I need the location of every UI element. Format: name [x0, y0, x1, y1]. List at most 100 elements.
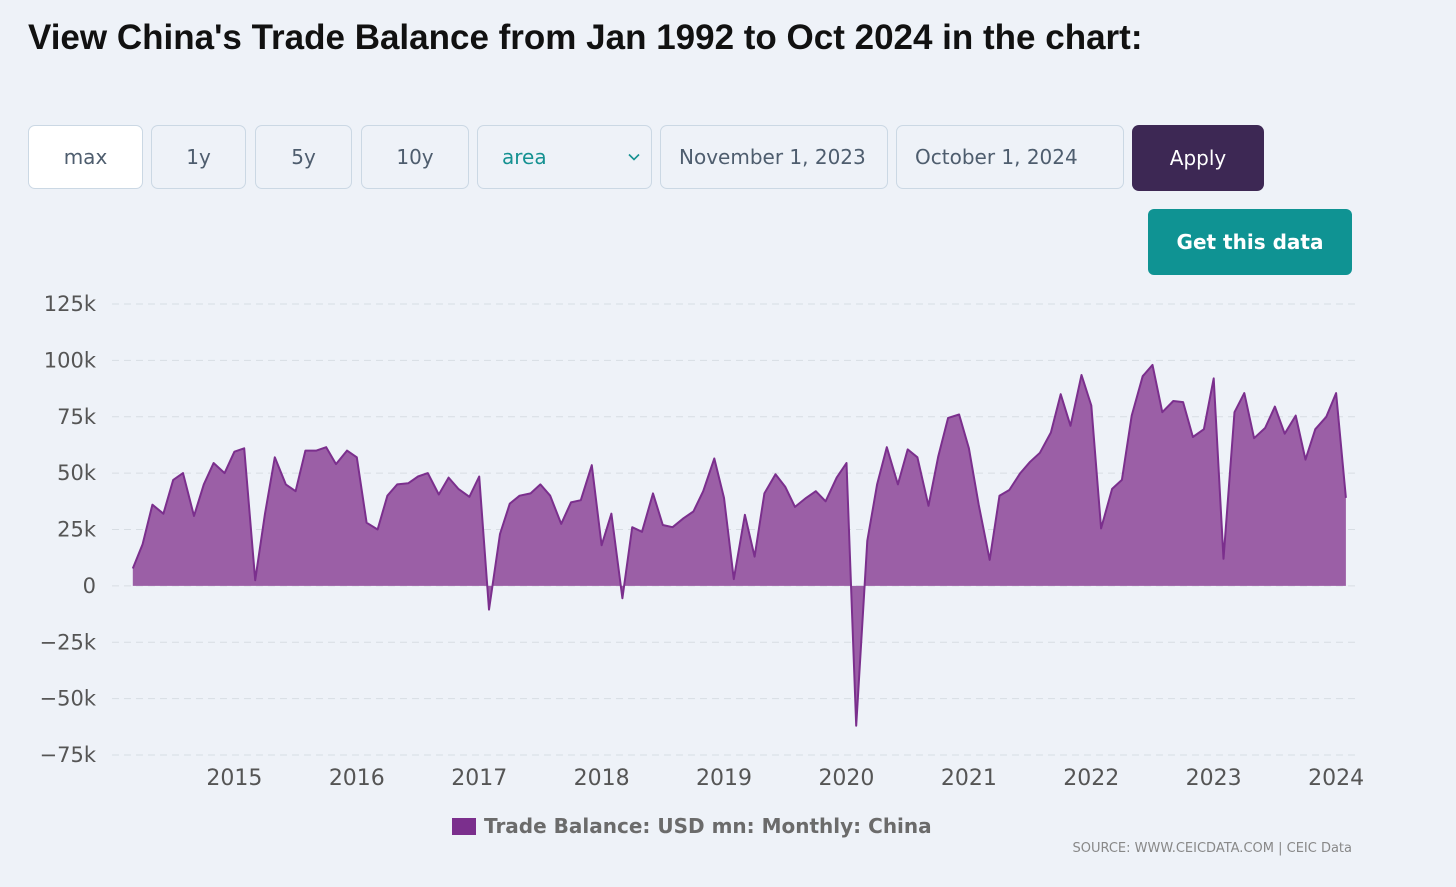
data-point[interactable] — [1037, 450, 1043, 456]
chart-legend[interactable]: Trade Balance: USD mn: Monthly: China — [452, 812, 932, 840]
data-point[interactable] — [160, 511, 166, 517]
data-point[interactable] — [405, 480, 411, 486]
data-point[interactable] — [222, 470, 228, 476]
range-1y-button[interactable]: 1y — [151, 125, 246, 189]
data-point[interactable] — [130, 566, 136, 572]
data-point[interactable] — [497, 531, 503, 537]
data-point[interactable] — [1251, 435, 1257, 441]
data-point[interactable] — [599, 542, 605, 548]
data-point[interactable] — [629, 524, 635, 530]
data-point[interactable] — [619, 595, 625, 601]
data-point[interactable] — [1180, 399, 1186, 405]
data-point[interactable] — [1190, 434, 1196, 440]
data-point[interactable] — [1312, 426, 1318, 432]
data-point[interactable] — [283, 481, 289, 487]
data-point[interactable] — [466, 494, 472, 500]
data-point[interactable] — [792, 504, 798, 510]
data-point[interactable] — [650, 490, 656, 496]
range-max-button[interactable]: max — [28, 125, 143, 189]
data-point[interactable] — [241, 445, 247, 451]
data-point[interactable] — [231, 449, 237, 455]
data-point[interactable] — [507, 501, 513, 507]
data-point[interactable] — [681, 515, 687, 521]
data-point[interactable] — [1098, 525, 1104, 531]
data-point[interactable] — [1129, 413, 1135, 419]
data-point[interactable] — [1048, 430, 1054, 436]
data-point[interactable] — [608, 511, 614, 517]
data-point[interactable] — [486, 607, 492, 613]
data-point[interactable] — [823, 498, 829, 504]
data-point[interactable] — [446, 475, 452, 481]
data-point[interactable] — [262, 511, 268, 517]
data-point[interactable] — [1241, 390, 1247, 396]
data-point[interactable] — [302, 448, 308, 454]
data-point[interactable] — [436, 492, 442, 498]
data-point[interactable] — [1262, 425, 1268, 431]
data-point[interactable] — [149, 502, 155, 508]
data-point[interactable] — [578, 497, 584, 503]
data-point[interactable] — [1119, 477, 1125, 483]
data-point[interactable] — [191, 513, 197, 519]
data-point[interactable] — [344, 448, 350, 454]
data-point[interactable] — [690, 509, 696, 515]
data-point[interactable] — [547, 493, 553, 499]
data-point[interactable] — [956, 412, 962, 418]
data-point[interactable] — [966, 445, 972, 451]
data-point[interactable] — [1343, 495, 1349, 501]
data-point[interactable] — [323, 444, 329, 450]
data-point[interactable] — [926, 503, 932, 509]
data-point[interactable] — [803, 495, 809, 501]
data-point[interactable] — [394, 481, 400, 487]
data-point[interactable] — [1201, 426, 1207, 432]
data-point[interactable] — [1017, 470, 1023, 476]
data-point[interactable] — [180, 470, 186, 476]
data-point[interactable] — [1333, 390, 1339, 396]
data-point[interactable] — [528, 490, 534, 496]
data-point[interactable] — [415, 474, 421, 480]
data-point[interactable] — [700, 488, 706, 494]
data-point[interactable] — [905, 446, 911, 452]
data-point[interactable] — [1323, 414, 1329, 420]
data-point[interactable] — [660, 522, 666, 528]
data-point[interactable] — [874, 481, 880, 487]
data-point[interactable] — [1293, 413, 1299, 419]
data-point[interactable] — [589, 462, 595, 468]
data-point[interactable] — [211, 460, 217, 466]
range-10y-button[interactable]: 10y — [361, 125, 469, 189]
data-point[interactable] — [670, 524, 676, 530]
data-point[interactable] — [773, 471, 779, 477]
data-point[interactable] — [1150, 362, 1156, 368]
data-point[interactable] — [1006, 487, 1012, 493]
data-point[interactable] — [1282, 431, 1288, 437]
apply-button[interactable]: Apply — [1132, 125, 1264, 191]
data-point[interactable] — [1303, 457, 1309, 463]
data-point[interactable] — [1272, 404, 1278, 410]
data-point[interactable] — [853, 723, 859, 729]
data-point[interactable] — [997, 493, 1003, 499]
data-point[interactable] — [1088, 403, 1094, 409]
data-point[interactable] — [976, 502, 982, 508]
data-point[interactable] — [384, 493, 390, 499]
get-this-data-button[interactable]: Get this data — [1148, 209, 1352, 275]
data-point[interactable] — [364, 520, 370, 526]
data-point[interactable] — [140, 541, 146, 547]
data-point[interactable] — [1027, 459, 1033, 465]
range-5y-button[interactable]: 5y — [255, 125, 352, 189]
data-point[interactable] — [201, 481, 207, 487]
data-point[interactable] — [1058, 391, 1064, 397]
data-point[interactable] — [895, 481, 901, 487]
data-point[interactable] — [1159, 409, 1165, 415]
data-point[interactable] — [1232, 409, 1238, 415]
data-point[interactable] — [731, 576, 737, 582]
data-point[interactable] — [293, 488, 299, 494]
data-point[interactable] — [517, 493, 523, 499]
data-point[interactable] — [272, 454, 278, 460]
data-point[interactable] — [375, 527, 381, 533]
data-point[interactable] — [987, 557, 993, 563]
data-point[interactable] — [1170, 398, 1176, 404]
start-date-input[interactable]: November 1, 2023 — [660, 125, 888, 189]
data-point[interactable] — [834, 475, 840, 481]
data-point[interactable] — [1211, 375, 1217, 381]
data-point[interactable] — [935, 453, 941, 459]
data-point[interactable] — [568, 499, 574, 505]
